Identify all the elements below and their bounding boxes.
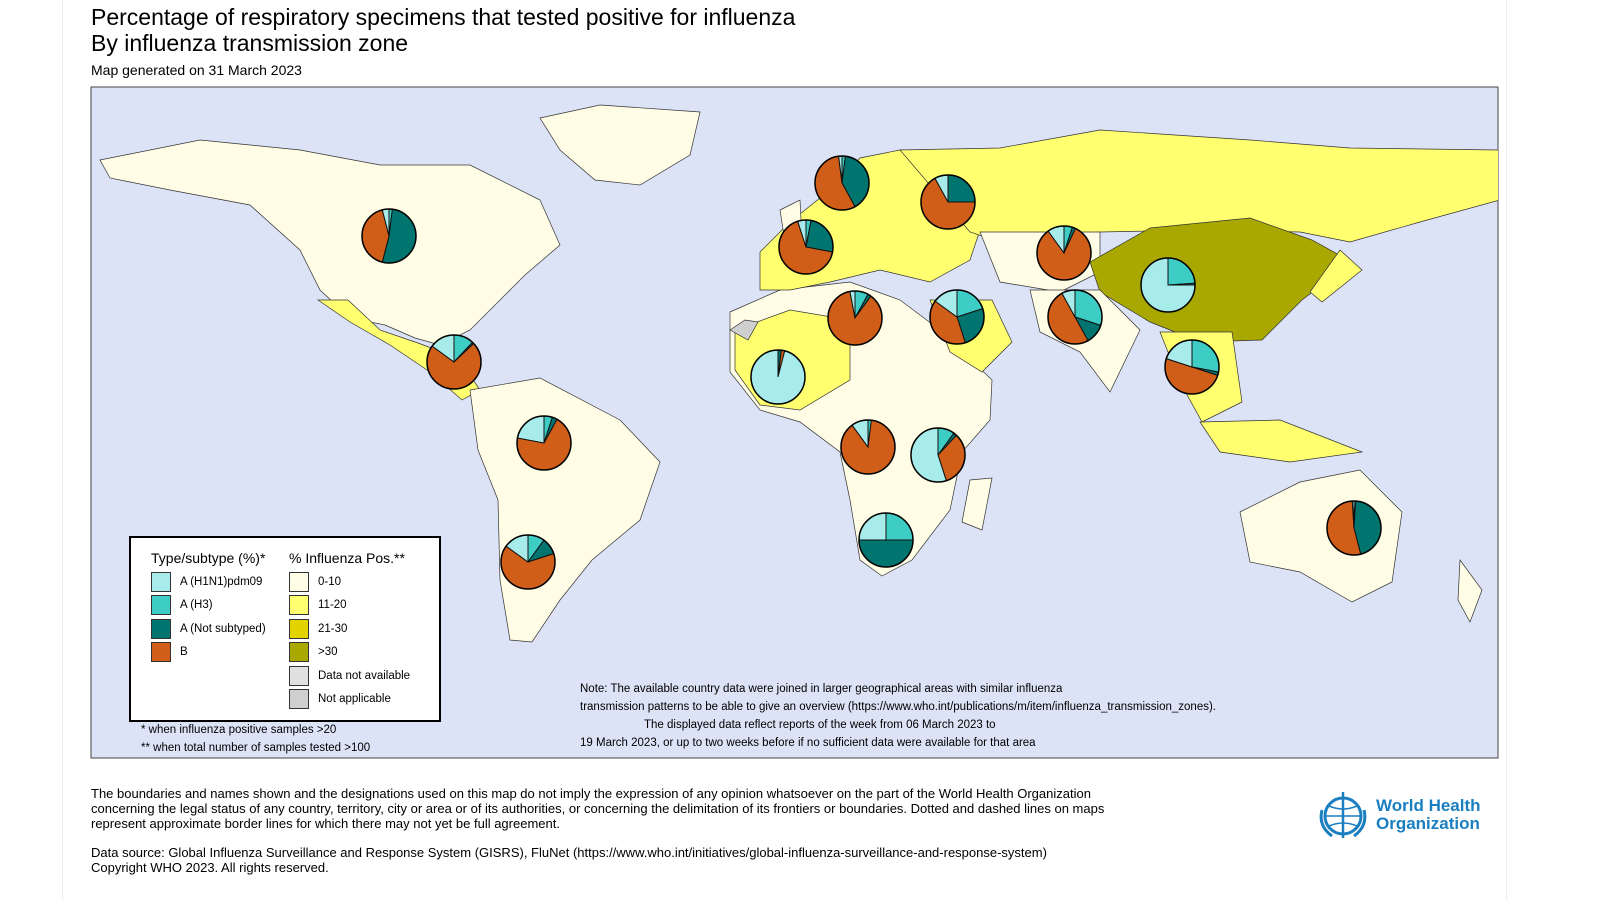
legend-item: A (Not subtyped)	[151, 617, 266, 640]
pie-outline	[920, 174, 976, 230]
disclaimer-line: concerning the legal status of any count…	[91, 801, 1105, 816]
legend-pos-title: % Influenza Pos.**	[289, 550, 405, 566]
region-madagascar	[961, 477, 993, 531]
zone-pie-chart	[814, 155, 870, 211]
zone-pie-chart	[361, 208, 417, 264]
region-new-zealand	[1457, 558, 1483, 623]
generated-date: Map generated on 31 March 2023	[91, 62, 302, 78]
pie-outline	[814, 155, 870, 211]
map-title: Percentage of respiratory specimens that…	[91, 4, 796, 30]
legend-label: 0-10	[318, 575, 342, 588]
pie-outline	[910, 427, 966, 483]
pie-outline	[426, 334, 482, 390]
legend-label: A (H1N1)pdm09	[180, 575, 263, 588]
legend-item: Data not available	[289, 664, 410, 687]
legend-swatch	[289, 571, 309, 592]
pie-outline	[929, 289, 985, 345]
page-edge-right	[1506, 0, 1507, 900]
pie-outline	[840, 419, 896, 475]
zone-pie-chart	[500, 534, 556, 590]
legend-label: A (Not subtyped)	[180, 622, 266, 635]
pie-outline	[1164, 339, 1220, 395]
source-line: Data source: Global Influenza Surveillan…	[91, 845, 1047, 860]
who-logo: World Health Organization	[1316, 790, 1481, 840]
legend-swatch	[289, 595, 309, 615]
pie-outline	[1036, 225, 1092, 281]
copyright-line: Copyright WHO 2023. All rights reserved.	[91, 860, 329, 875]
pie-outline	[500, 534, 556, 590]
legend-label: B	[180, 646, 188, 658]
legend-swatch	[289, 689, 309, 709]
note-line: transmission patterns to be able to give…	[580, 701, 1216, 713]
pie-outline	[827, 290, 883, 346]
legend-item: >30	[289, 641, 338, 664]
pie-outline	[361, 208, 417, 264]
pie-outline	[750, 349, 806, 405]
legend-label: A (H3)	[180, 599, 213, 611]
region-china	[1089, 217, 1353, 343]
zone-pie-chart	[910, 427, 966, 483]
legend-label: Not applicable	[318, 693, 391, 705]
note-line: 19 March 2023, or up to two weeks before…	[580, 737, 1036, 749]
data-source: Data source: Global Influenza Surveillan…	[91, 845, 1047, 875]
zone-pie-chart	[920, 174, 976, 230]
pie-outline	[1047, 289, 1103, 345]
footnote-tested: ** when total number of samples tested >…	[141, 742, 371, 754]
legend-label: >30	[318, 646, 338, 658]
zone-pie-chart	[827, 290, 883, 346]
who-emblem-icon	[1319, 792, 1367, 838]
who-logo-line1: World Health	[1376, 796, 1481, 815]
legend-item: A (H3)	[151, 594, 213, 617]
legend-item: B	[151, 641, 188, 664]
note-line: The displayed data reflect reports of th…	[644, 719, 996, 731]
disclaimer-line: represent approximate border lines for w…	[91, 816, 560, 831]
legend-swatch	[289, 618, 309, 639]
legend: Type/subtype (%)* % Influenza Pos.** A (…	[129, 536, 441, 722]
legend-item: Not applicable	[289, 688, 391, 711]
disclaimer-line: The boundaries and names shown and the d…	[91, 786, 1091, 801]
region-greenland	[539, 104, 701, 186]
legend-type-title: Type/subtype (%)*	[151, 550, 266, 566]
pie-outline	[1326, 500, 1382, 556]
legend-swatch	[151, 618, 171, 639]
pie-outline	[1140, 257, 1196, 313]
region-western-sahara	[729, 319, 759, 341]
zone-pie-chart	[1036, 225, 1092, 281]
zone-pie-chart	[778, 219, 834, 275]
zone-pie-chart	[426, 334, 482, 390]
pie-outline	[858, 512, 914, 568]
map-subtitle: By influenza transmission zone	[91, 30, 409, 56]
legend-item: 11-20	[289, 594, 347, 617]
zone-pie-chart	[516, 415, 572, 471]
pie-outline	[516, 415, 572, 471]
zone-pie-chart	[840, 419, 896, 475]
legend-label: 11-20	[318, 599, 347, 611]
legend-label: Data not available	[318, 669, 411, 682]
legend-swatch	[289, 642, 309, 662]
who-logo-line2: Organization	[1376, 814, 1480, 833]
page-edge-left	[62, 0, 63, 900]
legend-item: 0-10	[289, 570, 341, 593]
zone-pie-chart	[929, 289, 985, 345]
zone-pie-chart	[1047, 289, 1103, 345]
legend-label: 21-30	[318, 622, 348, 635]
legend-swatch	[151, 571, 171, 592]
zone-pie-chart	[858, 512, 914, 568]
legend-item: 21-30	[289, 617, 347, 640]
legend-swatch	[289, 665, 309, 686]
legend-item: A (H1N1)pdm09	[151, 570, 262, 593]
zone-pie-chart	[750, 349, 806, 405]
pie-outline	[778, 219, 834, 275]
zone-pie-chart	[1140, 257, 1196, 313]
region-indonesia	[1199, 419, 1364, 463]
legend-swatch	[151, 642, 171, 662]
legend-swatch	[151, 595, 171, 615]
zone-pie-chart	[1164, 339, 1220, 395]
note-line: Note: The available country data were jo…	[580, 683, 1063, 695]
disclaimer: The boundaries and names shown and the d…	[91, 786, 1104, 831]
zone-pie-chart	[1326, 500, 1382, 556]
footnote-positive: * when influenza positive samples >20	[141, 724, 337, 736]
region-japan	[1309, 249, 1363, 303]
